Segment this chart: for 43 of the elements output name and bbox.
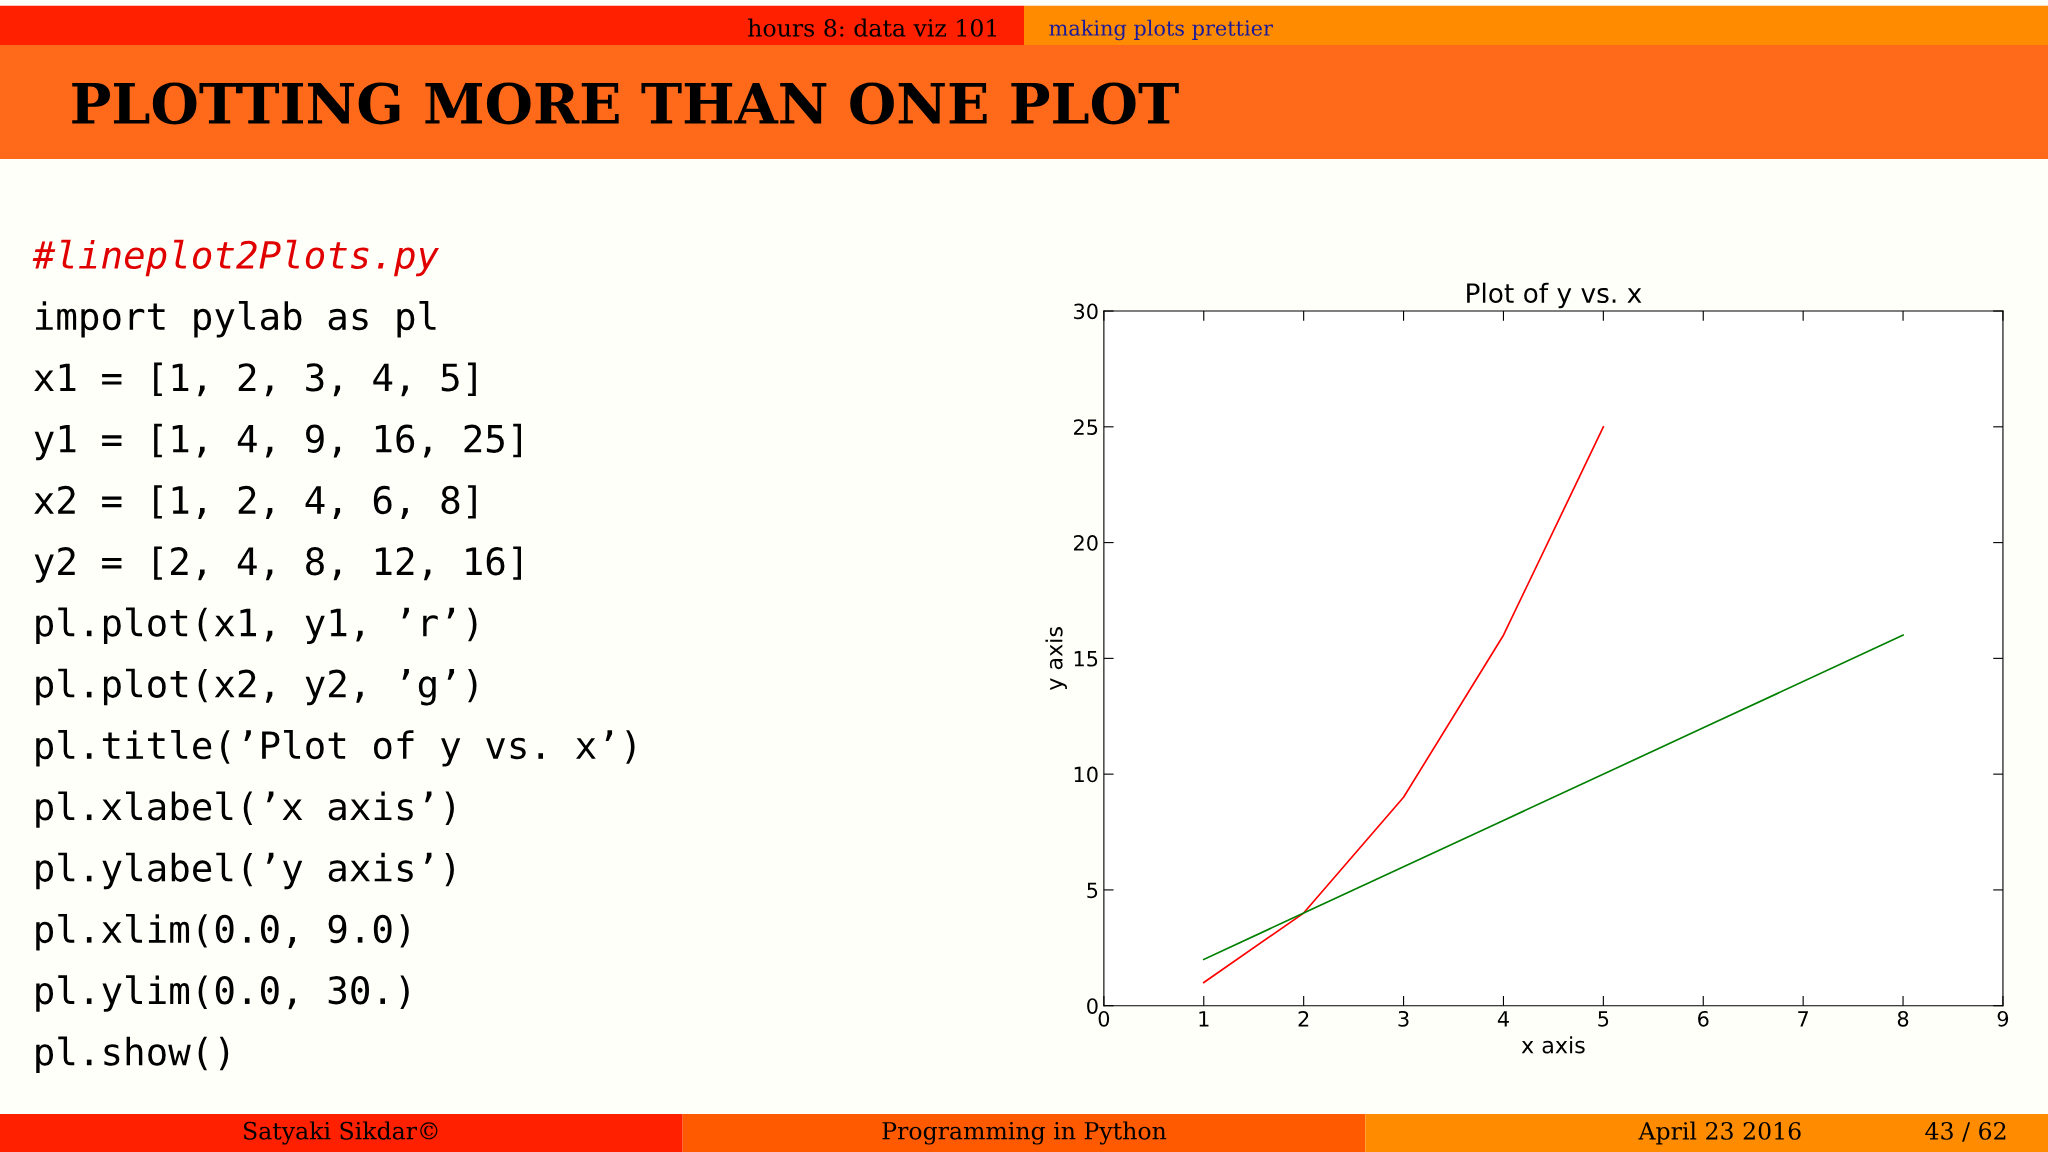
- text: pl.ylabel(’y axis’): [36, 852, 454, 890]
- x-tick-label: 7: [1798, 1011, 1808, 1027]
- x-tick-label: 8: [1897, 1010, 1909, 1027]
- line-series: [1202, 425, 1605, 984]
- x-axis-title: x axis: [1521, 1036, 1585, 1054]
- text: Programming in Python: [882, 1121, 1167, 1145]
- text: making plots prettier: [1049, 19, 1273, 41]
- text: pl.ylim(0.0, 30.): [36, 975, 409, 1012]
- x-tick-label: 1: [1199, 1011, 1209, 1027]
- x-tick-label: 4: [1497, 1011, 1509, 1027]
- x-tick-label: 2: [1298, 1010, 1309, 1027]
- x-tick-label: 5: [1598, 1011, 1609, 1027]
- y-tick-label: 20: [1074, 535, 1098, 551]
- text: y1 = [1, 4, 9, 16, 25]: [34, 423, 521, 461]
- text: x1 = [1, 2, 3, 4, 5]: [34, 362, 476, 397]
- text: pl.title(’Plot of y vs. x’): [36, 730, 635, 767]
- line-series: [1202, 634, 1904, 961]
- text: #lineplot2Plots.py: [32, 239, 440, 277]
- x-tick-label: 9: [1997, 1010, 2009, 1027]
- text: pl.show(): [36, 1036, 229, 1074]
- text: pl.xlim(0.0, 9.0): [36, 913, 409, 951]
- text: 43 / 62: [1925, 1121, 2006, 1142]
- text: import pylab as pl: [36, 301, 436, 338]
- y-axis-title: y axis: [1045, 627, 1067, 691]
- y-tick-label: 5: [1087, 882, 1098, 899]
- text: April 23 2016: [1638, 1121, 1801, 1145]
- text: x2 = [1, 2, 4, 6, 8]: [34, 485, 476, 519]
- text: pl.xlabel(’x axis’): [36, 791, 454, 828]
- text: y2 = [2, 4, 8, 12, 16]: [34, 546, 521, 583]
- y-tick-label: 10: [1074, 766, 1098, 783]
- text: Satyaki Sikdar©: [244, 1121, 438, 1145]
- text: pl.plot(x2, y2, ’g’): [36, 668, 477, 706]
- text: pl.plot(x1, y1, ’r’): [36, 607, 477, 645]
- y-tick-label: 25: [1074, 419, 1098, 436]
- y-tick-label: 15: [1074, 651, 1098, 667]
- y-tick-label: 0: [1087, 998, 1098, 1014]
- text: PLOTTING MORE THAN ONE PLOT: [72, 82, 1179, 125]
- x-tick-label: 6: [1698, 1010, 1709, 1027]
- y-tick-label: 30: [1074, 303, 1098, 320]
- x-tick-label: 0: [1098, 1010, 1110, 1027]
- text: hours 8: data viz 101: [748, 18, 997, 37]
- x-tick-label: 3: [1398, 1010, 1409, 1027]
- chart-title: Plot of y vs. x: [1467, 282, 1642, 309]
